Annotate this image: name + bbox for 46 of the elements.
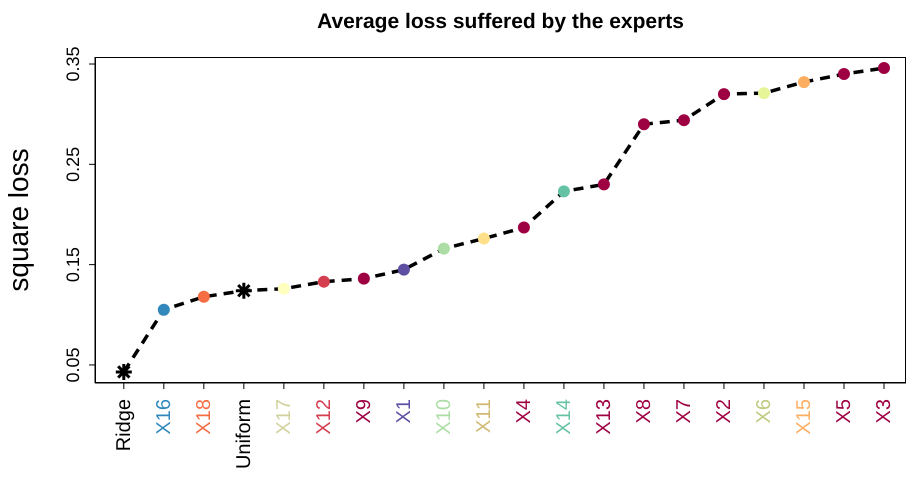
x-tick-label: X9	[352, 399, 375, 424]
chart-title: Average loss suffered by the experts	[316, 10, 685, 34]
point	[798, 76, 810, 88]
x-tick-label: X12	[312, 399, 335, 435]
x-tick-label: X6	[752, 399, 775, 424]
point	[638, 118, 650, 130]
point	[558, 185, 570, 198]
point	[438, 242, 450, 255]
point	[838, 68, 850, 80]
x-tick-label: X2	[712, 399, 735, 424]
x-tick-label: X5	[832, 399, 855, 424]
x-tick-label: Ridge	[112, 399, 135, 452]
y-tick-label: 0.15	[63, 247, 83, 282]
x-tick-label: X17	[272, 399, 295, 435]
point	[278, 282, 290, 295]
point	[478, 232, 490, 245]
x-tick-label: X11	[472, 399, 495, 434]
point	[878, 62, 890, 74]
y-tick-label: 0.25	[63, 146, 83, 182]
point	[678, 114, 690, 126]
y-tick-label: 0.05	[63, 347, 83, 382]
x-tick-label: Uniform	[232, 399, 255, 470]
x-tick-label: X13	[592, 399, 615, 435]
x-tick-label: X14	[552, 399, 575, 435]
point	[398, 264, 410, 276]
x-tick-label: X1	[392, 399, 415, 424]
x-tick-label: X10	[432, 399, 455, 435]
y-tick-label: 0.35	[63, 46, 83, 82]
point	[318, 276, 330, 288]
point	[598, 178, 610, 190]
point	[158, 304, 170, 316]
x-tick-label: X18	[192, 399, 215, 435]
y-axis-title: square loss	[2, 148, 34, 292]
point	[758, 87, 770, 100]
point	[198, 290, 210, 303]
x-tick-label: X16	[152, 399, 175, 435]
point	[718, 88, 730, 100]
x-tick-label: X7	[672, 399, 695, 424]
point	[234, 281, 254, 300]
x-tick-label: X15	[792, 399, 815, 435]
x-tick-label: X8	[632, 399, 655, 424]
point	[358, 272, 370, 285]
x-tick-label: X4	[512, 399, 535, 424]
point	[114, 362, 134, 382]
x-tick-label: X3	[872, 399, 895, 424]
point	[518, 222, 530, 234]
